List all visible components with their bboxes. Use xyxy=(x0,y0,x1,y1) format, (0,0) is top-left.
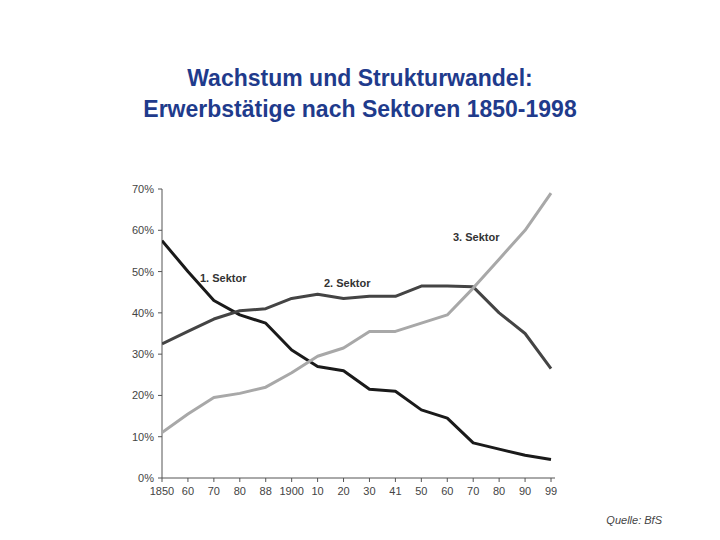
y-tick-label: 20% xyxy=(132,389,154,401)
plot-area xyxy=(162,193,551,459)
x-tick-label: 1900 xyxy=(279,485,303,497)
x-tick-label: 60 xyxy=(182,485,194,497)
x-tick-label: 90 xyxy=(519,485,531,497)
y-tick-label: 0% xyxy=(138,472,154,484)
x-tick xyxy=(317,478,318,482)
y-tick-label: 60% xyxy=(132,224,154,236)
x-tick xyxy=(447,478,448,482)
x-tick xyxy=(265,478,266,482)
series-line xyxy=(162,241,551,460)
x-tick-label: 41 xyxy=(389,485,401,497)
series-line xyxy=(162,286,551,369)
series-line xyxy=(162,193,551,432)
x-tick-label: 88 xyxy=(260,485,272,497)
x-tick-label: 20 xyxy=(337,485,349,497)
x-axis xyxy=(162,478,555,479)
y-tick xyxy=(158,436,162,437)
y-tick xyxy=(158,395,162,396)
chart: Wachstum und Strukturwandel: Erwerbstätig… xyxy=(0,0,720,540)
x-tick xyxy=(525,478,526,482)
x-tick-label: 50 xyxy=(415,485,427,497)
x-tick-label: 80 xyxy=(234,485,246,497)
x-tick xyxy=(369,478,370,482)
title: Wachstum und Strukturwandel: xyxy=(187,65,532,91)
y-axis xyxy=(162,189,163,478)
x-tick xyxy=(395,478,396,482)
x-tick xyxy=(473,478,474,482)
x-tick xyxy=(499,478,500,482)
y-tick-label: 50% xyxy=(132,266,154,278)
series-label: 1. Sektor xyxy=(200,272,247,284)
y-tick xyxy=(158,271,162,272)
source: Quelle: BfS xyxy=(606,514,662,526)
x-tick-label: 60 xyxy=(441,485,453,497)
series-label: 3. Sektor xyxy=(453,231,500,243)
x-tick xyxy=(551,478,552,482)
x-tick xyxy=(239,478,240,482)
y-tick-label: 40% xyxy=(132,307,154,319)
y-tick-label: 30% xyxy=(132,348,154,360)
x-tick-label: 80 xyxy=(493,485,505,497)
x-tick xyxy=(162,478,163,482)
y-tick xyxy=(158,312,162,313)
x-tick xyxy=(213,478,214,482)
subtitle: Erwerbstätige nach Sektoren 1850-1998 xyxy=(143,96,577,122)
x-tick xyxy=(291,478,292,482)
x-tick-label: 1850 xyxy=(150,485,174,497)
x-tick-label: 99 xyxy=(545,485,557,497)
x-tick-label: 70 xyxy=(208,485,220,497)
x-tick xyxy=(187,478,188,482)
y-tick-label: 70% xyxy=(132,183,154,195)
y-tick xyxy=(158,478,162,479)
y-tick xyxy=(158,354,162,355)
x-tick xyxy=(421,478,422,482)
x-tick-label: 70 xyxy=(467,485,479,497)
y-tick-label: 10% xyxy=(132,431,154,443)
x-tick-label: 30 xyxy=(363,485,375,497)
y-tick xyxy=(158,189,162,190)
x-tick xyxy=(343,478,344,482)
series-label: 2. Sektor xyxy=(324,277,371,289)
y-tick xyxy=(158,230,162,231)
x-tick-label: 10 xyxy=(311,485,323,497)
